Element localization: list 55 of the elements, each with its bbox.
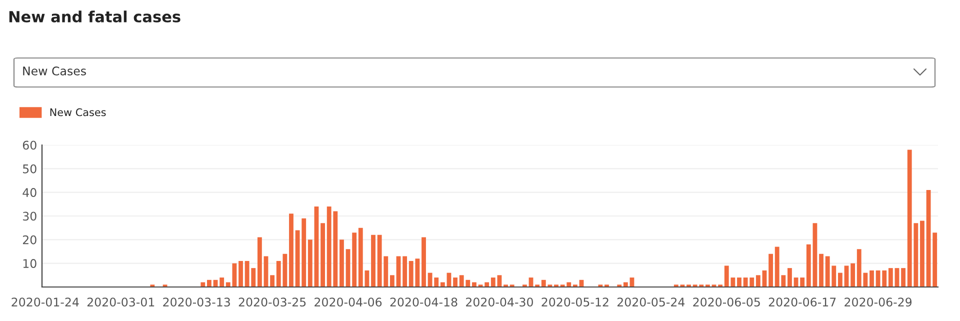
x-tick-label: 2020-05-12	[542, 298, 608, 307]
bar	[756, 275, 760, 287]
bar	[396, 256, 401, 287]
bar	[390, 275, 394, 287]
bar	[932, 232, 938, 287]
x-tick-label: 2020-04-06	[314, 298, 382, 307]
bar	[314, 206, 319, 287]
bar	[264, 256, 268, 287]
y-tick-label: 10	[23, 259, 36, 268]
x-tick-label: 2020-06-17	[768, 298, 836, 307]
x-tick-label: 2020-05-24	[617, 298, 685, 307]
x-tick-label: 2020-04-18	[390, 298, 458, 307]
bar	[340, 240, 344, 287]
bar	[819, 254, 824, 287]
bar	[800, 278, 805, 287]
chart-title: New and fatal cases	[9, 10, 180, 22]
bar	[207, 280, 212, 287]
legend-label: New Cases	[50, 108, 106, 116]
bar	[870, 270, 874, 287]
bar	[308, 240, 312, 287]
bar	[402, 256, 408, 287]
x-tick-label: 2020-01-24	[12, 298, 79, 307]
text: New Cases	[23, 66, 86, 76]
bar	[371, 234, 376, 287]
bar	[888, 268, 893, 287]
bar	[850, 263, 856, 287]
y-tick-label: 50	[23, 164, 36, 174]
x-tick-label: 2020-03-01	[87, 298, 154, 307]
bar	[289, 214, 294, 287]
x-tick-label: 2020-03-13	[163, 298, 230, 307]
bar	[220, 278, 224, 287]
y-tick-label: 40	[22, 188, 36, 197]
bar	[490, 278, 496, 287]
bar	[320, 223, 325, 287]
bar	[926, 190, 931, 287]
bar	[920, 220, 924, 287]
y-tick-label: 20	[22, 235, 36, 244]
bar	[257, 237, 262, 287]
bar	[768, 254, 773, 287]
bar	[737, 278, 742, 287]
bar	[352, 232, 357, 287]
y-tick-label: 60	[22, 140, 36, 150]
bar	[238, 260, 243, 287]
bar	[838, 272, 842, 287]
x-tick-label: 2020-03-25	[238, 298, 306, 307]
bar	[422, 237, 426, 287]
bar	[901, 268, 906, 287]
bar	[453, 278, 458, 287]
x-tick-label: 2020-04-30	[466, 298, 533, 307]
bar	[788, 268, 792, 287]
y-tick-label: 30	[23, 212, 36, 221]
bar	[270, 275, 275, 287]
x-tick-label: 2020-06-05	[693, 298, 760, 307]
bar	[346, 249, 350, 287]
x-tick-label: 2020-06-29	[844, 298, 912, 307]
